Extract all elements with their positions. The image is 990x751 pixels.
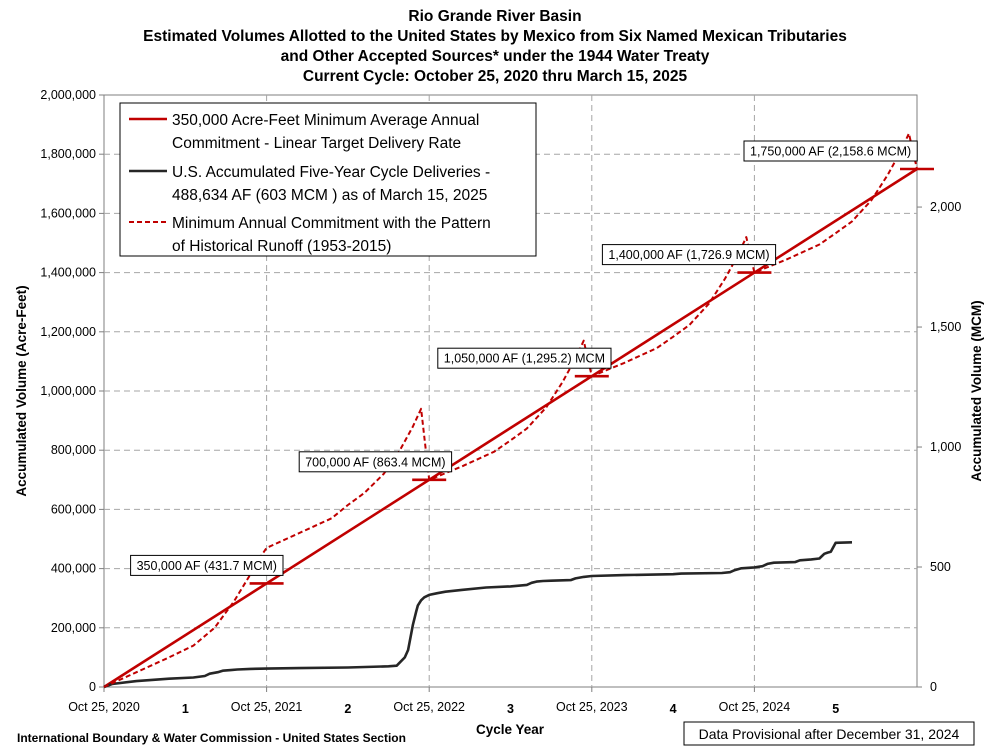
y2-tick-label: 1,500 [930,320,961,334]
y-tick-label: 800,000 [51,443,96,457]
annotation-box [601,244,777,266]
footer-provisional-note: Data Provisional after December 31, 2024 [699,726,960,742]
legend: 350,000 Acre-Feet Minimum Average Annual… [119,102,537,257]
legend-label-historical-2: of Historical Runoff (1953-2015) [172,238,391,255]
x-tick-label: Oct 25, 2023 [556,700,628,714]
x-tick-label: Oct 25, 2020 [68,700,140,714]
legend-label-linear-2: Commitment - Linear Target Delivery Rate [172,135,461,152]
annotation-callout: 350,000 AF (431.7 MCM) [130,554,284,576]
annotation-label: 350,000 AF (431.7 MCM) [137,559,277,573]
title-line-4: Current Cycle: October 25, 2020 thru Mar… [303,68,688,85]
annotation-callout: 1,750,000 AF (2,158.6 MCM) [743,140,918,162]
x-axis-title: Cycle Year [476,722,545,737]
y2-tick-label: 2,000 [930,200,961,214]
legend-label-linear-1: 350,000 Acre-Feet Minimum Average Annual [172,112,479,129]
y2-tick-label: 0 [930,680,937,694]
cycle-number-label: 1 [182,702,189,716]
x-tick-label: Oct 25, 2024 [719,700,791,714]
x-tick-label: Oct 25, 2021 [231,700,303,714]
cycle-number-label: 3 [507,702,514,716]
footer-agency: International Boundary & Water Commissio… [17,731,406,745]
y-tick-label: 200,000 [51,621,96,635]
annotations: 350,000 AF (431.7 MCM) 700,000 AF (863.4 … [130,140,918,576]
title-line-1: Rio Grande River Basin [408,8,581,25]
series-line-deliveries [103,541,853,689]
y-tick-label: 2,000,000 [40,88,96,102]
y-axis-title: Accumulated Volume (Acre-Feet) [14,285,29,496]
y2-axis-title: Accumulated Volume (MCM) [969,300,984,481]
y2-tick-label: 500 [930,560,951,574]
annotation-box [298,451,453,473]
y-tick-label: 1,400,000 [40,266,96,280]
y-tick-label: 1,000,000 [40,384,96,398]
annotation-label: 1,400,000 AF (1,726.9 MCM) [608,248,769,262]
y-tick-label: 1,600,000 [40,206,96,220]
axes: 0 200,000 400,000 600,000 800,000 1,000,000 1,… [40,88,961,716]
cycle-number-label: 2 [344,702,351,716]
annotation-box [130,554,284,576]
y-tick-label: 1,200,000 [40,325,96,339]
legend-box [119,102,537,257]
y2-tick-label: 1,000 [930,440,961,454]
annotation-box [743,140,918,162]
x-tick-label: Oct 25, 2022 [393,700,465,714]
y-tick-label: 400,000 [51,562,96,576]
footer-provisional-box [683,721,975,746]
y-tick-label: 0 [89,680,96,694]
series-line-linear [103,167,918,689]
title-line-3: and Other Accepted Sources* under the 19… [281,48,710,65]
annotation-label: 1,050,000 AF (1,295.2) MCM [444,352,605,366]
y-tick-label: 600,000 [51,502,96,516]
legend-label-deliveries-2: 488,634 AF (603 MCM ) as of March 15, 20… [172,187,487,204]
annotation-label: 1,750,000 AF (2,158.6 MCM) [750,145,911,159]
chart-title: Rio Grande River Basin Estimated Volumes… [143,8,847,85]
target-markers [249,167,934,585]
title-line-2: Estimated Volumes Allotted to the United… [143,28,847,45]
legend-label-historical-1: Minimum Annual Commitment with the Patte… [172,215,491,232]
legend-label-deliveries-1: U.S. Accumulated Five-Year Cycle Deliver… [172,164,490,181]
cycle-number-label: 4 [670,702,677,716]
annotation-callout: 700,000 AF (863.4 MCM) [298,451,453,473]
y-tick-label: 1,800,000 [40,147,96,161]
annotation-callout: 1,050,000 AF (1,295.2) MCM [437,347,612,369]
annotation-box [437,347,612,369]
cycle-number-label: 5 [832,702,839,716]
annotation-callout: 1,400,000 AF (1,726.9 MCM) [601,244,777,266]
annotation-label: 700,000 AF (863.4 MCM) [305,455,445,469]
